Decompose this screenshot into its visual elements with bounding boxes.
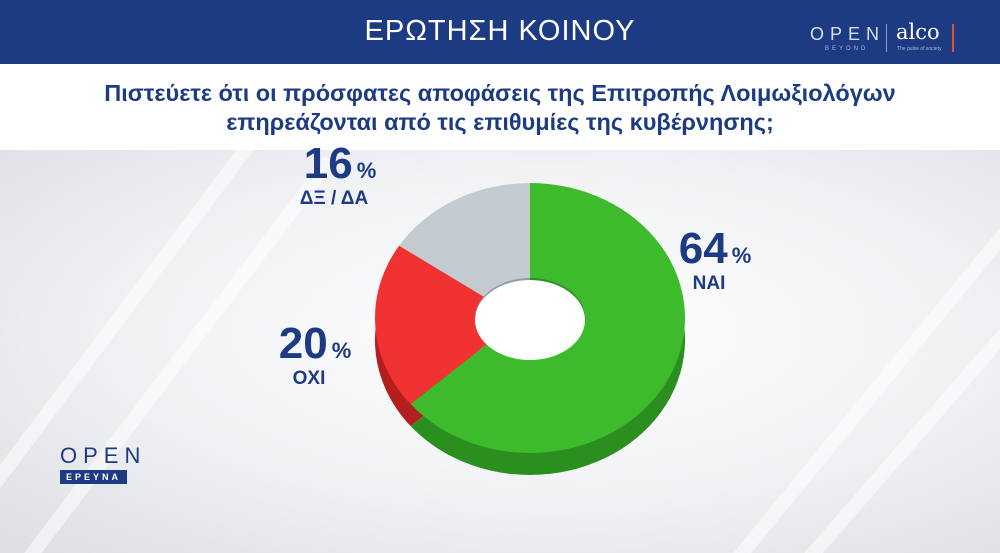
data-label-value: 16 [304, 139, 353, 188]
open-erevna-logo: OPEN ΕΡΕΥΝΑ [60, 445, 146, 485]
erevna-tag: ΕΡΕΥΝΑ [60, 470, 128, 484]
data-label-2: 16% [304, 139, 377, 188]
slice-1 [374, 245, 488, 405]
data-label-value: 20 [279, 319, 328, 368]
bg-stripe [733, 227, 1000, 553]
alco-tagline: The pulse of society [897, 46, 942, 52]
data-label-0: 64% [679, 224, 752, 273]
bg-stripe [24, 155, 336, 553]
data-label-unit: % [357, 158, 377, 183]
data-label-unit: % [732, 243, 752, 268]
bg-stripe [804, 328, 1000, 553]
slice-0 [410, 183, 685, 454]
alco-accent-bar [952, 24, 954, 52]
donut-hole [475, 280, 585, 360]
bg-stripe [0, 150, 254, 489]
category-label-0: ΝΑΙ [693, 273, 726, 294]
data-label-1: 20% [279, 319, 352, 368]
header-title: ΕΡΩΤΗΣΗ ΚΟΙΝΟΥ [364, 15, 636, 47]
slice-2 [399, 183, 530, 297]
chart-stage: OPEN ΕΡΕΥΝΑ [0, 150, 1000, 553]
header-bar: ΕΡΩΤΗΣΗ ΚΟΙΝΟΥ OPEN BEYOND alco The puls… [0, 0, 1000, 64]
logo-divider [886, 24, 887, 52]
background-decoration [0, 150, 1000, 553]
open-logo: OPEN [810, 24, 886, 44]
category-label-1: ΟΧΙ [293, 368, 326, 389]
data-label-value: 64 [679, 224, 728, 273]
question-line-2: επηρεάζονται από τις επιθυμίες της κυβέρ… [226, 109, 774, 135]
open-erevna-word: OPEN [60, 443, 147, 468]
data-label-unit: % [332, 338, 352, 363]
alco-logo: alco [896, 20, 940, 44]
question-line-1: Πιστεύετε ότι οι πρόσφατες αποφάσεις της… [104, 80, 896, 106]
question-band [0, 64, 1000, 150]
category-label-2: ΔΞ / ΔΑ [300, 188, 369, 209]
open-logo-subtitle: BEYOND [825, 46, 869, 52]
